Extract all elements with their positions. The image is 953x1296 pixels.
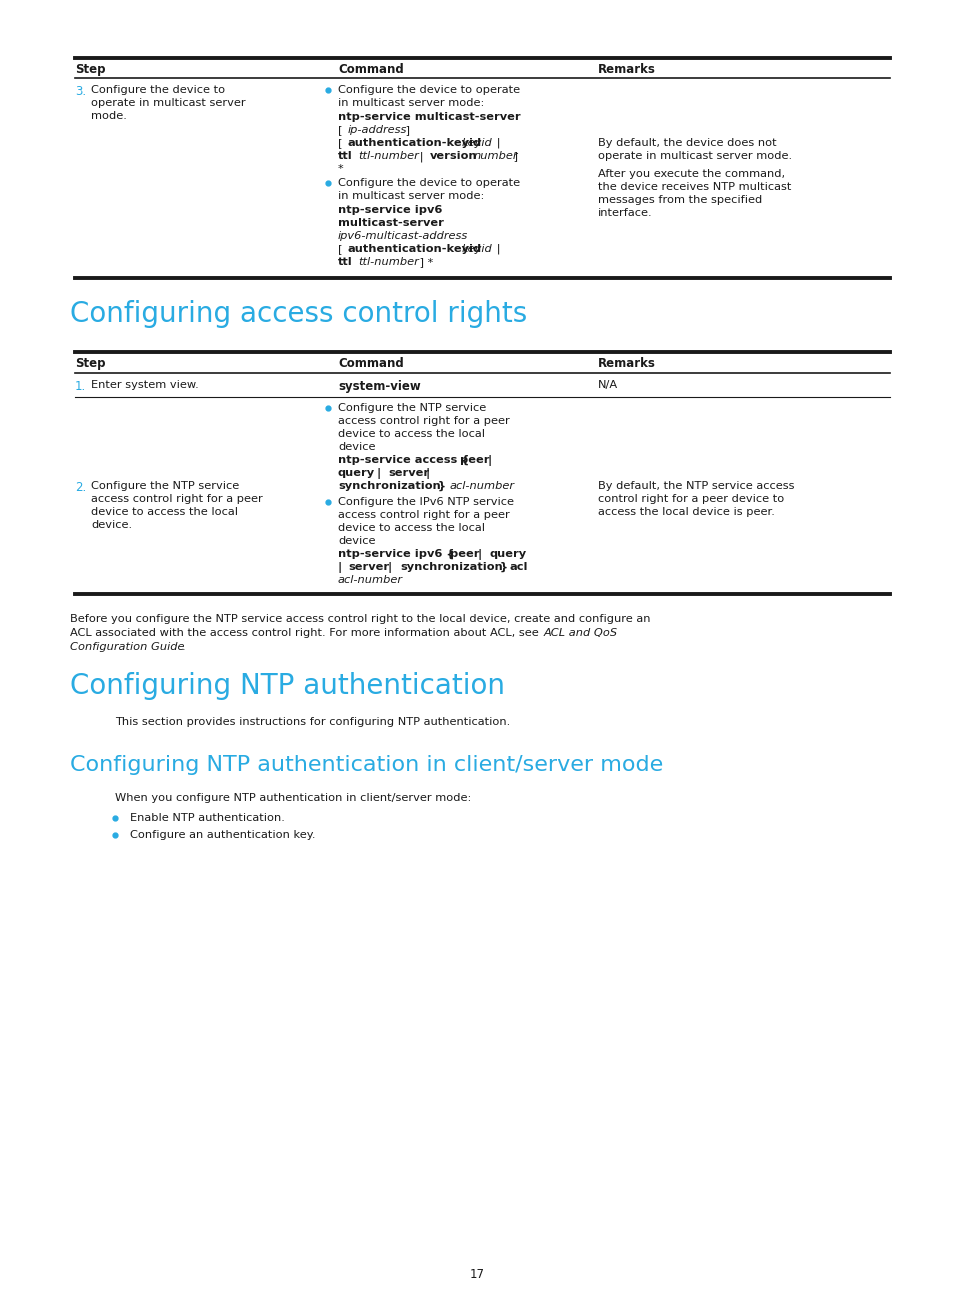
Text: 3.: 3. — [75, 86, 86, 98]
Text: server: server — [348, 562, 389, 572]
Text: ntp-service ipv6 {: ntp-service ipv6 { — [337, 550, 457, 560]
Text: authentication-keyid: authentication-keyid — [348, 137, 481, 148]
Text: access control right for a peer: access control right for a peer — [337, 416, 509, 426]
Text: Configuring NTP authentication in client/server mode: Configuring NTP authentication in client… — [70, 756, 662, 775]
Text: Configuration Guide: Configuration Guide — [70, 642, 184, 652]
Text: synchronization: synchronization — [399, 562, 502, 572]
Text: device: device — [337, 442, 375, 452]
Text: Enable NTP authentication.: Enable NTP authentication. — [130, 813, 285, 823]
Text: Configuring access control rights: Configuring access control rights — [70, 299, 527, 328]
Text: Configure the NTP service: Configure the NTP service — [91, 481, 239, 491]
Text: [: [ — [337, 124, 346, 135]
Text: access the local device is peer.: access the local device is peer. — [598, 507, 774, 517]
Text: This section provides instructions for configuring NTP authentication.: This section provides instructions for c… — [115, 717, 510, 727]
Text: in multicast server mode:: in multicast server mode: — [337, 98, 484, 108]
Text: |: | — [384, 562, 395, 573]
Text: Command: Command — [337, 64, 403, 76]
Text: ttl: ttl — [337, 257, 353, 267]
Text: ttl-number: ttl-number — [357, 257, 418, 267]
Text: After you execute the command,: After you execute the command, — [598, 168, 784, 179]
Text: ttl: ttl — [337, 152, 353, 161]
Text: ACL and QoS: ACL and QoS — [543, 629, 618, 638]
Text: ACL associated with the access control right. For more information about ACL, se: ACL associated with the access control r… — [70, 629, 542, 638]
Text: Configure the device to operate: Configure the device to operate — [337, 86, 519, 95]
Text: Remarks: Remarks — [598, 356, 655, 369]
Text: device to access the local: device to access the local — [337, 429, 484, 439]
Text: Command: Command — [337, 356, 403, 369]
Text: Configuring NTP authentication: Configuring NTP authentication — [70, 673, 504, 700]
Text: Configure the IPv6 NTP service: Configure the IPv6 NTP service — [337, 496, 514, 507]
Text: device: device — [337, 537, 375, 546]
Text: By default, the device does not: By default, the device does not — [598, 137, 776, 148]
Text: |: | — [493, 137, 500, 149]
Text: ip-address: ip-address — [348, 124, 407, 135]
Text: By default, the NTP service access: By default, the NTP service access — [598, 481, 794, 491]
Text: operate in multicast server: operate in multicast server — [91, 98, 245, 108]
Text: Step: Step — [75, 64, 106, 76]
Text: N/A: N/A — [598, 380, 618, 390]
Text: Configure an authentication key.: Configure an authentication key. — [130, 829, 315, 840]
Text: acl-number: acl-number — [337, 575, 402, 584]
Text: |: | — [483, 455, 492, 467]
Text: query: query — [490, 550, 527, 559]
Text: Configure the device to operate: Configure the device to operate — [337, 178, 519, 188]
Text: multicast-server: multicast-server — [337, 218, 443, 228]
Text: Configure the NTP service: Configure the NTP service — [337, 403, 486, 413]
Text: device.: device. — [91, 520, 132, 530]
Text: ttl-number: ttl-number — [357, 152, 418, 161]
Text: [: [ — [337, 137, 346, 148]
Text: ntp-service multicast-server: ntp-service multicast-server — [337, 111, 520, 122]
Text: ntp-service access {: ntp-service access { — [337, 455, 473, 465]
Text: number: number — [474, 152, 518, 161]
Text: acl-number: acl-number — [450, 481, 515, 491]
Text: version: version — [430, 152, 477, 161]
Text: ntp-service ipv6: ntp-service ipv6 — [337, 205, 442, 215]
Text: ]: ] — [510, 152, 517, 161]
Text: synchronization: synchronization — [337, 481, 440, 491]
Text: .: . — [182, 642, 186, 652]
Text: mode.: mode. — [91, 111, 127, 121]
Text: keyid: keyid — [461, 244, 493, 254]
Text: access control right for a peer: access control right for a peer — [337, 511, 509, 520]
Text: peer: peer — [459, 455, 489, 465]
Text: Step: Step — [75, 356, 106, 369]
Text: the device receives NTP multicast: the device receives NTP multicast — [598, 181, 791, 192]
Text: When you configure NTP authentication in client/server mode:: When you configure NTP authentication in… — [115, 793, 471, 804]
Text: *: * — [337, 165, 343, 174]
Text: |: | — [474, 550, 486, 560]
Text: access control right for a peer: access control right for a peer — [91, 494, 262, 504]
Text: |: | — [421, 468, 430, 480]
Text: keyid: keyid — [461, 137, 493, 148]
Text: |: | — [493, 244, 500, 254]
Text: }: } — [496, 562, 512, 573]
Text: [: [ — [337, 244, 346, 254]
Text: control right for a peer device to: control right for a peer device to — [598, 494, 783, 504]
Text: 1.: 1. — [75, 380, 86, 393]
Text: system-view: system-view — [337, 380, 420, 393]
Text: |: | — [416, 152, 427, 162]
Text: acl: acl — [510, 562, 528, 572]
Text: device to access the local: device to access the local — [337, 524, 484, 533]
Text: Enter system view.: Enter system view. — [91, 380, 198, 390]
Text: |: | — [337, 562, 346, 573]
Text: 2.: 2. — [75, 481, 86, 494]
Text: messages from the specified: messages from the specified — [598, 194, 761, 205]
Text: Configure the device to: Configure the device to — [91, 86, 225, 95]
Text: peer: peer — [450, 550, 479, 559]
Text: |: | — [373, 468, 385, 480]
Text: ipv6-multicast-address: ipv6-multicast-address — [337, 231, 468, 241]
Text: Remarks: Remarks — [598, 64, 655, 76]
Text: in multicast server mode:: in multicast server mode: — [337, 191, 484, 201]
Text: server: server — [388, 468, 429, 478]
Text: ]: ] — [401, 124, 410, 135]
Text: interface.: interface. — [598, 207, 652, 218]
Text: 17: 17 — [469, 1267, 484, 1280]
Text: operate in multicast server mode.: operate in multicast server mode. — [598, 152, 791, 161]
Text: authentication-keyid: authentication-keyid — [348, 244, 481, 254]
Text: ] *: ] * — [416, 257, 433, 267]
Text: query: query — [337, 468, 375, 478]
Text: device to access the local: device to access the local — [91, 507, 237, 517]
Text: }: } — [434, 481, 450, 491]
Text: Before you configure the NTP service access control right to the local device, c: Before you configure the NTP service acc… — [70, 614, 650, 623]
